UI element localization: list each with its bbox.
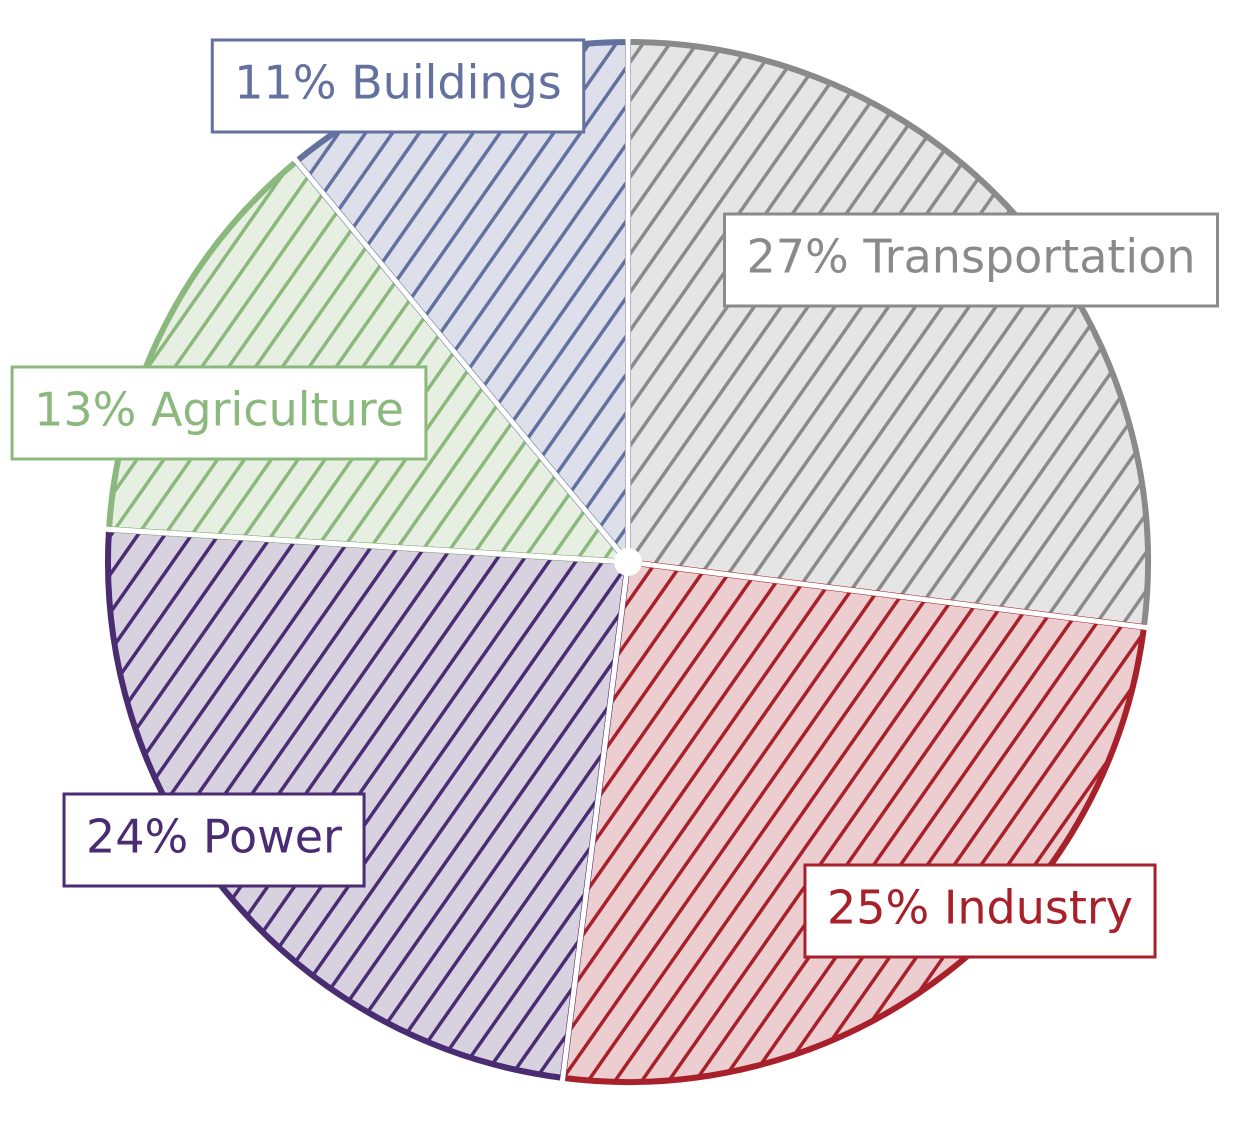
data-label: 24% Power	[62, 792, 366, 888]
data-label: 11% Buildings	[210, 38, 586, 134]
data-label: 27% Transportation	[722, 212, 1220, 308]
data-label-text: 27% Transportation	[746, 230, 1195, 284]
pie-slice	[105, 526, 631, 1081]
data-label-text: 11% Buildings	[234, 56, 561, 110]
data-label-text: 24% Power	[86, 810, 342, 864]
data-label-text: 13% Agriculture	[34, 383, 404, 437]
pie-slice	[625, 39, 1151, 631]
data-label: 25% Industry	[803, 863, 1157, 959]
pie-slice	[106, 158, 631, 565]
data-label: 13% Agriculture	[10, 365, 428, 461]
data-label-text: 25% Industry	[827, 881, 1133, 935]
pie-slice	[559, 559, 1147, 1085]
